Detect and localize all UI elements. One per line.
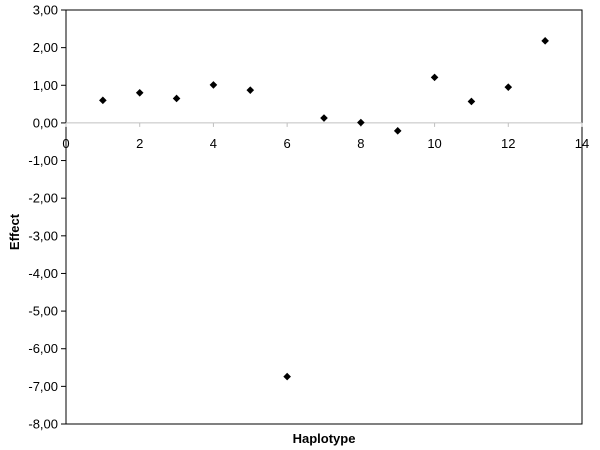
x-axis-ticks: 0 2 4 6 8 10 12 14	[62, 122, 589, 151]
data-point	[320, 114, 328, 122]
y-tick-label: -6,00	[28, 341, 58, 356]
y-axis-title: Effect	[7, 213, 22, 250]
x-tick-label: 0	[62, 136, 69, 151]
data-point	[541, 37, 549, 45]
x-tick-label: 6	[284, 136, 291, 151]
data-point	[430, 73, 439, 82]
y-tick-label: 2,00	[33, 40, 58, 55]
x-tick-label: 2	[136, 136, 143, 151]
x-tick-label: 12	[501, 136, 515, 151]
y-tick-label: 1,00	[33, 78, 58, 93]
x-tick-label: 10	[427, 136, 441, 151]
y-tick-label: -4,00	[28, 266, 58, 281]
y-tick-label: -2,00	[28, 191, 58, 206]
data-point	[135, 89, 144, 97]
data-point	[393, 127, 402, 135]
data-points	[99, 37, 549, 381]
x-tick-label: 14	[575, 136, 589, 151]
data-point	[172, 94, 181, 103]
y-tick-label: 3,00	[33, 3, 58, 18]
x-tick-label: 4	[210, 136, 217, 151]
data-point	[246, 86, 255, 94]
y-tick-label: -1,00	[28, 153, 58, 168]
y-tick-label: -5,00	[28, 304, 58, 319]
data-point	[209, 81, 218, 89]
data-point	[357, 118, 365, 127]
data-point	[467, 97, 476, 106]
x-axis-title: Haplotype	[293, 431, 356, 446]
plot-area	[65, 9, 583, 425]
y-tick-label: -3,00	[28, 228, 58, 243]
y-tick-label: 0,00	[33, 115, 58, 130]
y-tick-label: -8,00	[28, 417, 58, 432]
y-tick-label: -7,00	[28, 379, 58, 394]
data-point	[99, 96, 107, 105]
x-tick-label: 8	[357, 136, 364, 151]
y-axis-ticks: 3,00 2,00 1,00 0,00 -1,00 -2,00 -3,00 -4,00 -5,0…	[28, 3, 66, 432]
data-point	[504, 83, 513, 91]
data-point	[283, 372, 291, 381]
